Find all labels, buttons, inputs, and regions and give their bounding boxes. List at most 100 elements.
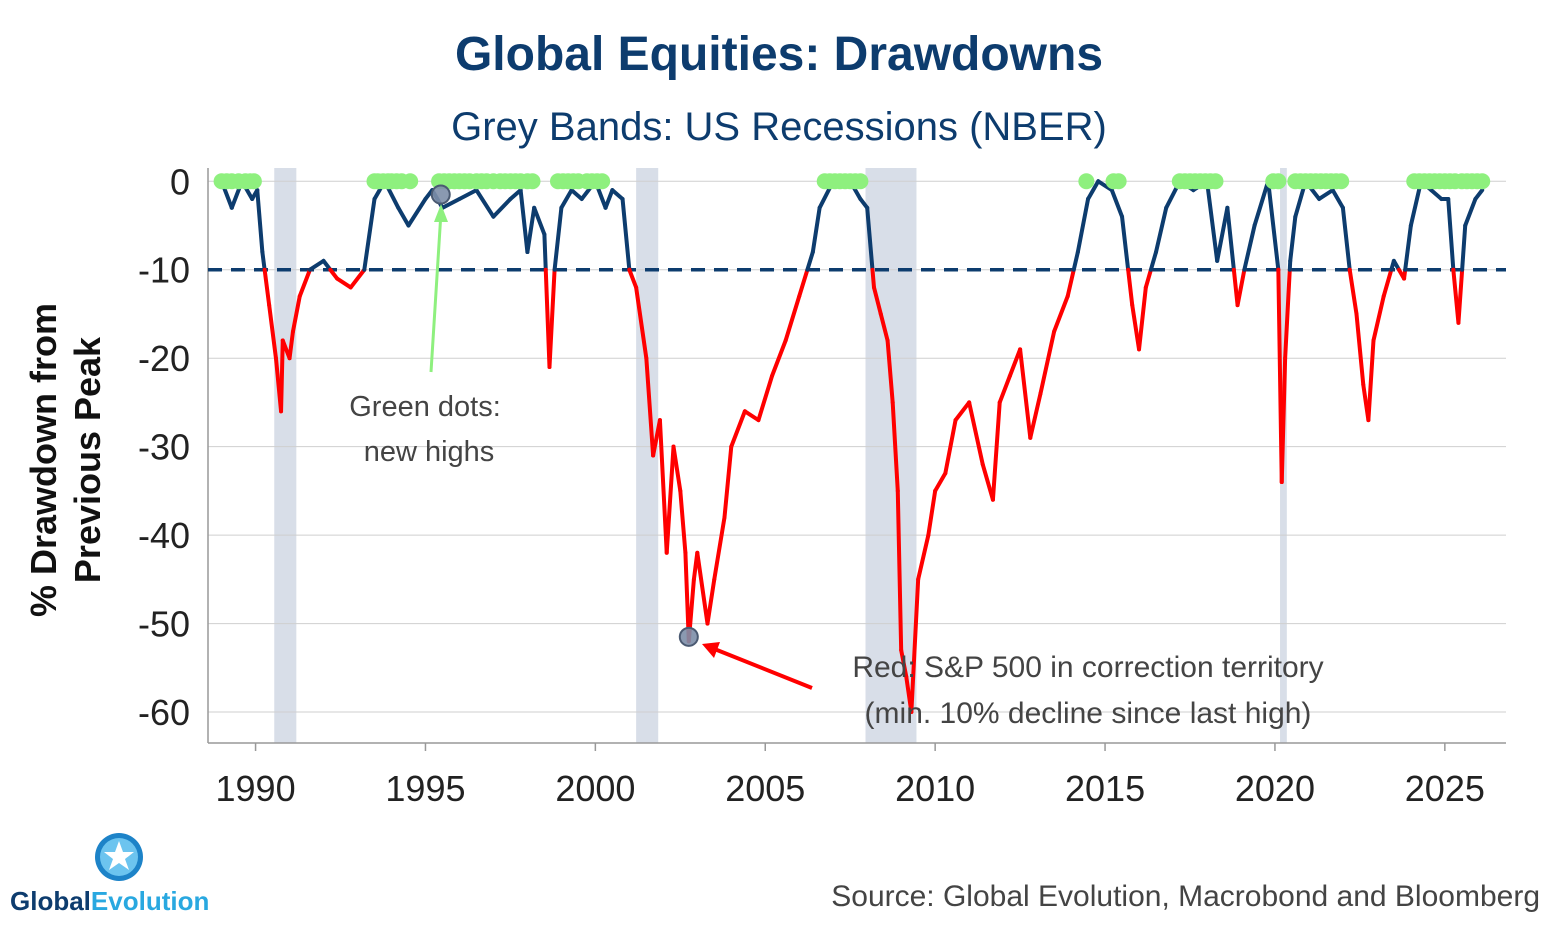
- highlight-point-1: [678, 626, 699, 647]
- series-segment: [287, 329, 295, 361]
- new-high-dot-41: [594, 173, 611, 190]
- global-evolution-logo: GlobalEvolution: [10, 833, 209, 916]
- series-segment: [756, 373, 775, 423]
- series-segment: [1460, 223, 1468, 272]
- chart-title: Global Equities: Drawdowns: [455, 28, 1103, 81]
- star-icon: [104, 841, 134, 870]
- series-segment: [997, 373, 1012, 405]
- green-annotation-line1: Green dots:: [349, 391, 501, 423]
- logo-wordmark: GlobalEvolution: [10, 886, 209, 916]
- series-segment: [810, 205, 822, 255]
- series-segment: [742, 409, 761, 423]
- highlight-point-0: [430, 184, 451, 205]
- x-tick-label-0: 1990: [216, 768, 296, 809]
- series-segment: [262, 267, 272, 308]
- series-segment: [406, 196, 428, 228]
- logo-text-global: Global: [10, 886, 91, 916]
- series-segment: [657, 418, 669, 555]
- series-segment: [644, 356, 656, 458]
- series-segment: [1446, 196, 1456, 272]
- y-tick-label-0: 0: [170, 161, 190, 202]
- series-segment: [260, 250, 267, 272]
- new-high-dot-86: [1474, 173, 1491, 190]
- red-annotation-line1: Red: S&P 500 in correction territory: [852, 651, 1323, 684]
- series-segment: [1266, 179, 1281, 272]
- new-high-dot-49: [852, 173, 869, 190]
- x-tick-label-1: 1995: [385, 768, 465, 809]
- series-segment: [1225, 205, 1236, 272]
- logo-text-evolution: Evolution: [91, 886, 209, 916]
- chart-subtitle: Grey Bands: US Recessions (NBER): [451, 105, 1107, 149]
- new-high-dot-32: [524, 173, 541, 190]
- series-segment: [953, 400, 972, 423]
- series-segment: [1137, 285, 1148, 352]
- series-segment: [1381, 267, 1394, 299]
- series-segment: [532, 205, 547, 237]
- series-segment: [279, 338, 285, 414]
- recession-band-2: [865, 168, 917, 743]
- series-segment: [1366, 338, 1376, 423]
- series-segment: [1288, 214, 1298, 263]
- series-segment: [885, 338, 895, 405]
- series-segment: [871, 285, 883, 316]
- series-segment: [1347, 267, 1359, 316]
- series-segment: [916, 533, 931, 582]
- series-segment: [335, 276, 353, 290]
- x-tick-label-3: 2005: [725, 768, 805, 809]
- series-segment: [1473, 188, 1485, 201]
- series-segment: [1143, 267, 1153, 290]
- red-arrow-head: [702, 642, 720, 658]
- series-segment: [1330, 188, 1345, 210]
- series-segment: [1204, 179, 1220, 263]
- series-segment: [1242, 223, 1257, 272]
- red-annotation-arrow: [711, 646, 813, 690]
- series-segment: [729, 409, 747, 449]
- series-segment: [943, 418, 958, 476]
- series-segment: [878, 311, 890, 343]
- series-segment: [705, 577, 717, 626]
- new-high-dots: [213, 173, 1491, 190]
- recession-band-0: [274, 168, 297, 743]
- series-segment: [491, 196, 513, 219]
- series-segment: [457, 188, 479, 201]
- series-segment: [870, 267, 876, 290]
- series-segment: [1371, 294, 1386, 343]
- y-axis-label-line1: % Drawdown from: [23, 303, 64, 617]
- series-segment: [552, 205, 564, 272]
- series-segment: [1463, 196, 1478, 228]
- x-tick-labels: 1990 1995 2000 2005 2010 2015 2020 2025: [216, 768, 1485, 809]
- series-segment: [1075, 196, 1091, 255]
- series-segment: [603, 188, 615, 210]
- x-tick-label-4: 2010: [895, 768, 975, 809]
- series-segment: [1007, 347, 1023, 378]
- series-segment: [1235, 267, 1247, 308]
- series-segment: [396, 205, 411, 228]
- series-segment: [890, 400, 900, 493]
- y-tick-label-3: -30: [138, 427, 190, 468]
- series-segment: [1403, 223, 1413, 272]
- series-segment: [933, 471, 948, 493]
- green-annotation-arrow: [429, 211, 443, 373]
- y-axis-label-line2: Previous Peak: [67, 336, 108, 583]
- series-segment: [267, 303, 278, 361]
- series-segment: [926, 488, 938, 538]
- series-segment: [542, 232, 548, 272]
- series-segment: [1071, 250, 1080, 272]
- series-segment: [980, 462, 995, 502]
- series-segment: [909, 577, 921, 715]
- series-segment: [1096, 179, 1114, 193]
- series-segment: [1120, 214, 1131, 272]
- series-segment: [967, 400, 985, 467]
- new-high-dot-72: [1333, 173, 1350, 190]
- series-segment: [1154, 205, 1169, 255]
- new-high-dot-14: [402, 173, 419, 190]
- series-segment: [610, 188, 625, 201]
- green-arrow-head: [434, 204, 448, 222]
- x-tick-label-6: 2020: [1235, 768, 1315, 809]
- series-segment: [1340, 205, 1352, 272]
- series-segment: [722, 444, 734, 520]
- series-segment: [627, 267, 639, 290]
- x-tick-label-7: 2025: [1405, 768, 1485, 809]
- series-segment: [547, 267, 557, 370]
